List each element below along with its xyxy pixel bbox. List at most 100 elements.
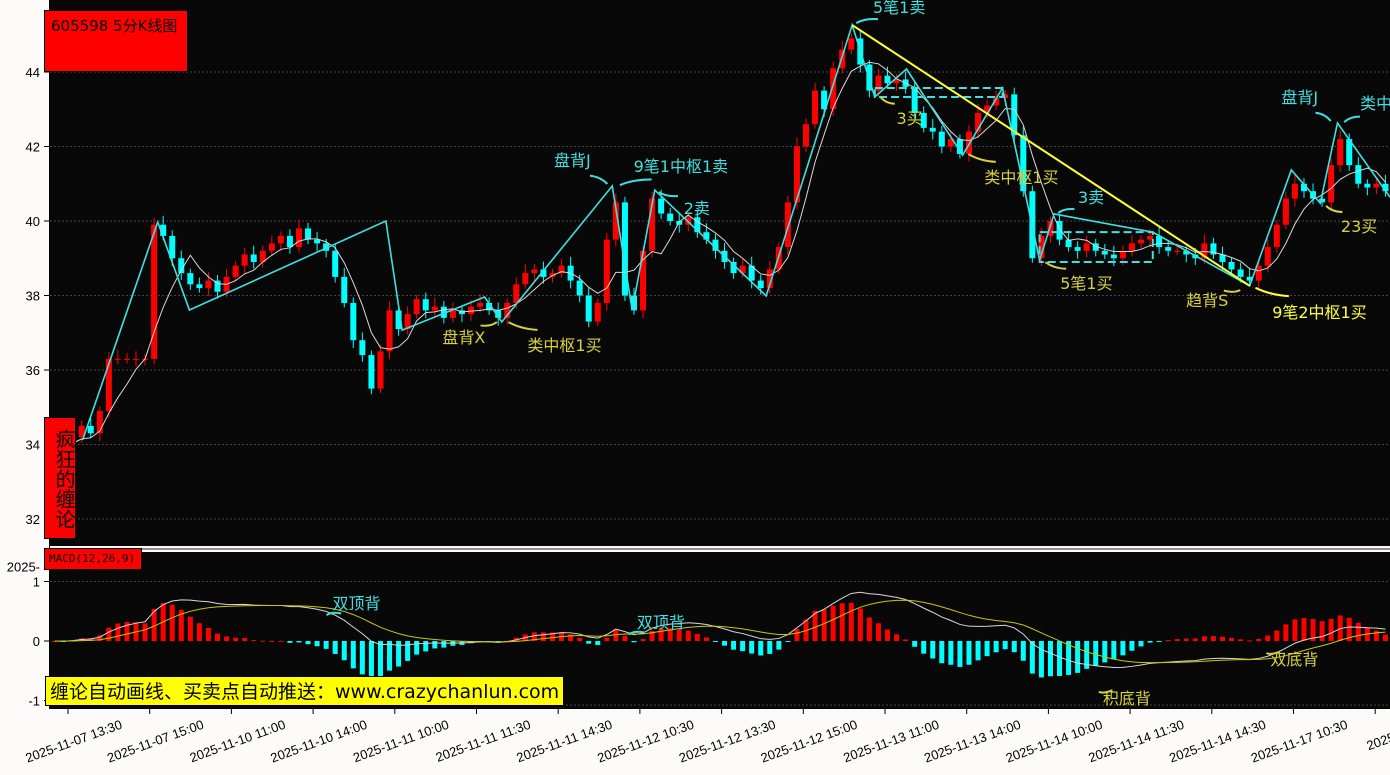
signal-annotation-arrow	[1057, 207, 1075, 214]
candle-down	[1156, 235, 1163, 248]
candle-down	[1065, 239, 1072, 248]
signal-annotation: 类中枢1买	[527, 336, 601, 355]
macd-histogram-bar	[1047, 641, 1053, 677]
macd-histogram-bar	[115, 623, 121, 641]
macd-histogram-bar	[1382, 634, 1388, 641]
candle-up	[965, 131, 972, 154]
signal-annotation-arrow	[1223, 289, 1241, 293]
candle-up	[1373, 183, 1380, 188]
macd-histogram-bar	[1319, 621, 1325, 641]
macd-histogram-bar	[939, 641, 945, 664]
macd-histogram-bar	[568, 634, 574, 641]
zhongshu-box	[1038, 231, 1154, 263]
candle-down	[323, 243, 330, 251]
candle-down	[1074, 247, 1081, 251]
watermark-label: 疯狂的缠论	[44, 417, 76, 539]
macd-histogram-bar	[1066, 641, 1072, 675]
macd-annotation: 积底背	[1103, 689, 1151, 708]
macd-annotation-arrow	[628, 630, 645, 636]
macd-histogram-bar	[767, 641, 773, 654]
candle-up	[784, 202, 791, 248]
macd-histogram-bar	[350, 641, 356, 669]
candle-up	[1264, 247, 1271, 266]
macd-histogram-bar	[106, 627, 112, 641]
candle-up	[1047, 221, 1054, 236]
macd-histogram-bar	[1274, 630, 1280, 641]
macd-histogram-bar	[1219, 636, 1225, 641]
signal-annotation: 3买	[897, 109, 923, 128]
candle-up	[1273, 224, 1280, 248]
candle-down	[1319, 198, 1326, 203]
candle-down	[214, 280, 221, 292]
promo-banner[interactable]: 缠论自动画线、买卖点自动推送：www.crazychanlun.com	[45, 676, 565, 706]
macd-histogram-bar	[604, 637, 610, 641]
signal-annotation: 9笔1中枢1卖	[634, 157, 729, 176]
candle-down	[585, 295, 592, 322]
candle-up	[1128, 243, 1135, 251]
macd-histogram-bar	[1129, 641, 1135, 651]
macd-histogram-bar	[233, 637, 239, 641]
candle-up	[1147, 235, 1154, 240]
candle-down	[440, 306, 447, 318]
candle-up	[766, 269, 773, 289]
signal-annotation: 9笔2中枢1买	[1272, 303, 1367, 322]
macd-histogram-bar	[875, 623, 881, 641]
signal-annotation: 盘背J	[554, 151, 591, 170]
candle-up	[947, 139, 954, 147]
candle-up	[431, 306, 438, 311]
candle-up	[413, 299, 420, 315]
candle-down	[929, 127, 936, 132]
candle-down	[332, 250, 339, 277]
candle-down	[1011, 94, 1018, 136]
candle-up	[1083, 243, 1090, 251]
candle-up	[1002, 94, 1009, 99]
candle-up	[640, 250, 647, 311]
candle-up	[105, 358, 112, 411]
signal-annotation-arrow	[508, 321, 538, 331]
signal-annotation-arrow	[1325, 205, 1343, 213]
y-tick-label: 32	[26, 512, 40, 527]
macd-histogram-bar	[676, 629, 682, 641]
candle-up	[377, 351, 384, 389]
signal-annotation-arrow	[480, 321, 498, 327]
candle-up	[78, 425, 85, 438]
candle-up	[975, 112, 982, 132]
candle-up	[241, 254, 248, 266]
grid	[50, 71, 1390, 706]
macd-histogram-bar	[1002, 641, 1008, 650]
candle-down	[821, 90, 828, 110]
macd-histogram-bar	[1111, 641, 1117, 660]
candle-up	[295, 228, 302, 248]
candle-down	[694, 217, 701, 233]
candle-down	[1246, 276, 1253, 281]
macd-histogram-bar	[1183, 638, 1189, 641]
macd-histogram-bar	[242, 638, 248, 641]
signal-annotation: 类中	[1360, 94, 1390, 113]
candle-up	[739, 265, 746, 274]
macd-histogram-bar	[776, 641, 782, 650]
signal-annotation-arrow	[658, 191, 678, 198]
macd-histogram-bar	[88, 638, 94, 641]
candle-up	[151, 224, 158, 359]
macd-histogram-bar	[685, 630, 691, 641]
candle-down	[250, 254, 257, 262]
candle-down	[1300, 183, 1307, 192]
macd-y-tick-label: 1	[33, 575, 40, 590]
macd-histogram-bar	[251, 640, 257, 642]
signal-annotation: 盘背J	[1281, 88, 1318, 107]
macd-histogram-bar	[812, 610, 818, 641]
macd-histogram-bar	[396, 641, 402, 667]
candle-down	[956, 139, 963, 154]
macd-histogram-bar	[1075, 641, 1081, 673]
macd-histogram-bar	[423, 641, 429, 652]
candle-down	[1110, 254, 1117, 259]
macd-histogram-bar	[142, 623, 148, 641]
candle-up	[594, 302, 601, 322]
candle-up	[875, 75, 882, 91]
candle-up	[477, 302, 484, 307]
candle-down	[495, 310, 502, 318]
candle-down	[1165, 247, 1172, 251]
macd-histogram-bar	[830, 605, 836, 641]
macd-histogram-bar	[1238, 639, 1244, 641]
